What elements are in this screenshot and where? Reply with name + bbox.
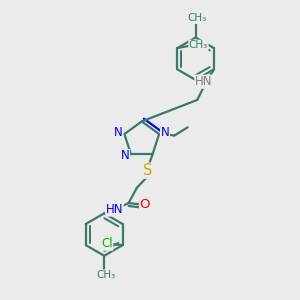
- Text: HN: HN: [106, 203, 123, 216]
- Text: N: N: [114, 126, 123, 139]
- Text: O: O: [140, 198, 150, 211]
- Text: CH₃: CH₃: [188, 14, 207, 23]
- Text: CH₃: CH₃: [96, 270, 115, 280]
- Text: CH₃: CH₃: [189, 40, 208, 50]
- Text: S: S: [143, 163, 153, 178]
- Text: HN: HN: [195, 75, 212, 88]
- Text: N: N: [160, 126, 169, 139]
- Text: Cl: Cl: [101, 237, 113, 250]
- Text: N: N: [121, 149, 130, 162]
